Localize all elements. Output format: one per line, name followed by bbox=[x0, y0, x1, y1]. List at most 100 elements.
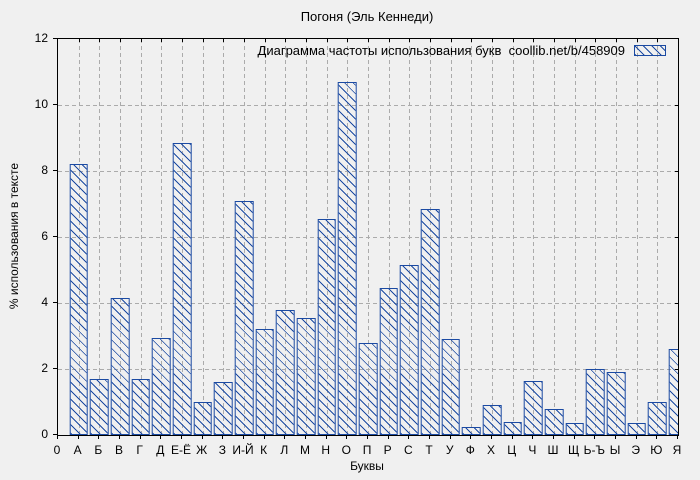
x-tick-label: Ж bbox=[196, 443, 208, 457]
v-gridline bbox=[574, 39, 576, 435]
top-tick bbox=[409, 39, 411, 42]
top-tick bbox=[78, 39, 80, 42]
y-tick-label: 2 bbox=[41, 361, 48, 375]
x-axis-tick bbox=[367, 435, 368, 439]
top-tick bbox=[492, 39, 493, 42]
x-tick-label: Щ bbox=[568, 443, 580, 457]
x-tick-label: Н bbox=[321, 443, 330, 457]
x-axis-tick bbox=[677, 435, 678, 439]
x-axis-tick bbox=[573, 435, 575, 439]
right-tick bbox=[675, 303, 678, 304]
y-tick-label: 12 bbox=[34, 31, 48, 45]
x-tick-label: Л bbox=[280, 443, 289, 457]
v-gridline bbox=[306, 39, 307, 435]
x-tick-label: З bbox=[218, 443, 226, 457]
x-axis-tick bbox=[57, 435, 58, 439]
v-gridline bbox=[368, 39, 369, 435]
x-axis-tick bbox=[553, 435, 554, 439]
x-axis-tick bbox=[491, 435, 492, 439]
v-gridline bbox=[120, 39, 121, 435]
bar-А bbox=[69, 164, 88, 435]
y-axis-tick bbox=[53, 236, 57, 237]
x-tick-label: Ю bbox=[650, 443, 663, 457]
x-axis-tick bbox=[139, 435, 141, 439]
v-gridline bbox=[636, 39, 638, 435]
x-tick-label: О bbox=[341, 443, 351, 457]
x-axis-tick bbox=[656, 435, 658, 439]
v-gridline bbox=[450, 39, 452, 435]
v-gridline bbox=[264, 39, 266, 435]
x-tick-label: Э bbox=[631, 443, 640, 457]
right-tick bbox=[675, 171, 678, 172]
x-axis-title: Буквы bbox=[350, 459, 384, 473]
x-tick-label: А bbox=[73, 443, 82, 457]
x-axis-tick bbox=[263, 435, 265, 439]
y-axis-tick bbox=[53, 434, 57, 435]
top-tick bbox=[285, 39, 287, 42]
top-tick bbox=[306, 39, 307, 42]
x-axis-tick bbox=[532, 435, 534, 439]
v-gridline bbox=[202, 39, 204, 435]
x-tick-label: М bbox=[300, 443, 310, 457]
bar-Ц bbox=[503, 421, 522, 435]
v-gridline bbox=[285, 39, 287, 435]
x-axis-tick bbox=[305, 435, 306, 439]
bar-Т bbox=[420, 208, 440, 435]
x-tick-label: Р bbox=[383, 443, 392, 457]
right-tick bbox=[675, 105, 678, 106]
y-tick-label: 4 bbox=[41, 295, 48, 309]
top-tick bbox=[347, 39, 349, 42]
bar-В bbox=[110, 298, 130, 435]
chart-title: Погоня (Эль Кеннеди) bbox=[300, 9, 434, 24]
bar-Ь-Ъ bbox=[586, 369, 605, 435]
bar-Ж bbox=[193, 402, 212, 435]
y-tick-label: 0 bbox=[41, 427, 48, 441]
x-axis-tick bbox=[222, 435, 224, 439]
x-axis-tick bbox=[160, 435, 162, 439]
top-tick bbox=[512, 39, 514, 42]
x-tick-label: Г bbox=[136, 443, 143, 457]
v-gridline bbox=[140, 39, 142, 435]
bar-Л bbox=[276, 309, 295, 435]
top-tick bbox=[264, 39, 266, 42]
bar-Г bbox=[131, 378, 150, 435]
top-tick bbox=[140, 39, 142, 42]
x-axis-tick bbox=[449, 435, 451, 439]
x-tick-label: Е-Ё bbox=[170, 443, 191, 457]
bar-Х bbox=[482, 405, 502, 435]
top-tick bbox=[616, 39, 617, 42]
top-tick bbox=[450, 39, 452, 42]
x-axis-tick bbox=[201, 435, 203, 439]
x-axis-tick bbox=[98, 435, 100, 439]
top-tick bbox=[574, 39, 576, 42]
x-axis-tick bbox=[387, 435, 389, 439]
bar-К bbox=[255, 329, 274, 435]
x-tick-label: Х bbox=[486, 443, 495, 457]
y-axis-tick bbox=[53, 368, 57, 369]
v-gridline bbox=[533, 39, 535, 435]
y-axis-tick bbox=[53, 170, 57, 171]
x-axis-tick bbox=[77, 435, 79, 439]
v-gridline bbox=[471, 39, 473, 435]
bar-Ч bbox=[524, 380, 543, 435]
v-gridline bbox=[388, 39, 390, 435]
v-gridline bbox=[657, 39, 659, 435]
x-tick-label: Ф bbox=[465, 443, 475, 457]
x-axis-tick bbox=[119, 435, 120, 439]
y-axis-tick bbox=[53, 104, 57, 105]
bar-Ю bbox=[648, 402, 667, 435]
top-tick bbox=[430, 39, 431, 42]
v-gridline bbox=[409, 39, 411, 435]
x-tick-label: Т bbox=[425, 443, 433, 457]
bar-С bbox=[400, 265, 419, 435]
y-axis-tick bbox=[53, 38, 57, 39]
bar-Я bbox=[668, 349, 678, 435]
legend-label: Диаграмма частоты использования букв coo… bbox=[257, 42, 625, 58]
top-tick bbox=[326, 39, 328, 42]
x-tick-label: Ь-Ъ bbox=[583, 443, 606, 457]
y-tick-label: 6 bbox=[41, 229, 48, 243]
legend: Диаграмма частоты использования букв coo… bbox=[258, 42, 666, 58]
x-tick-label: У bbox=[445, 443, 454, 457]
x-axis-tick bbox=[594, 435, 596, 439]
bar-Д bbox=[152, 337, 171, 435]
